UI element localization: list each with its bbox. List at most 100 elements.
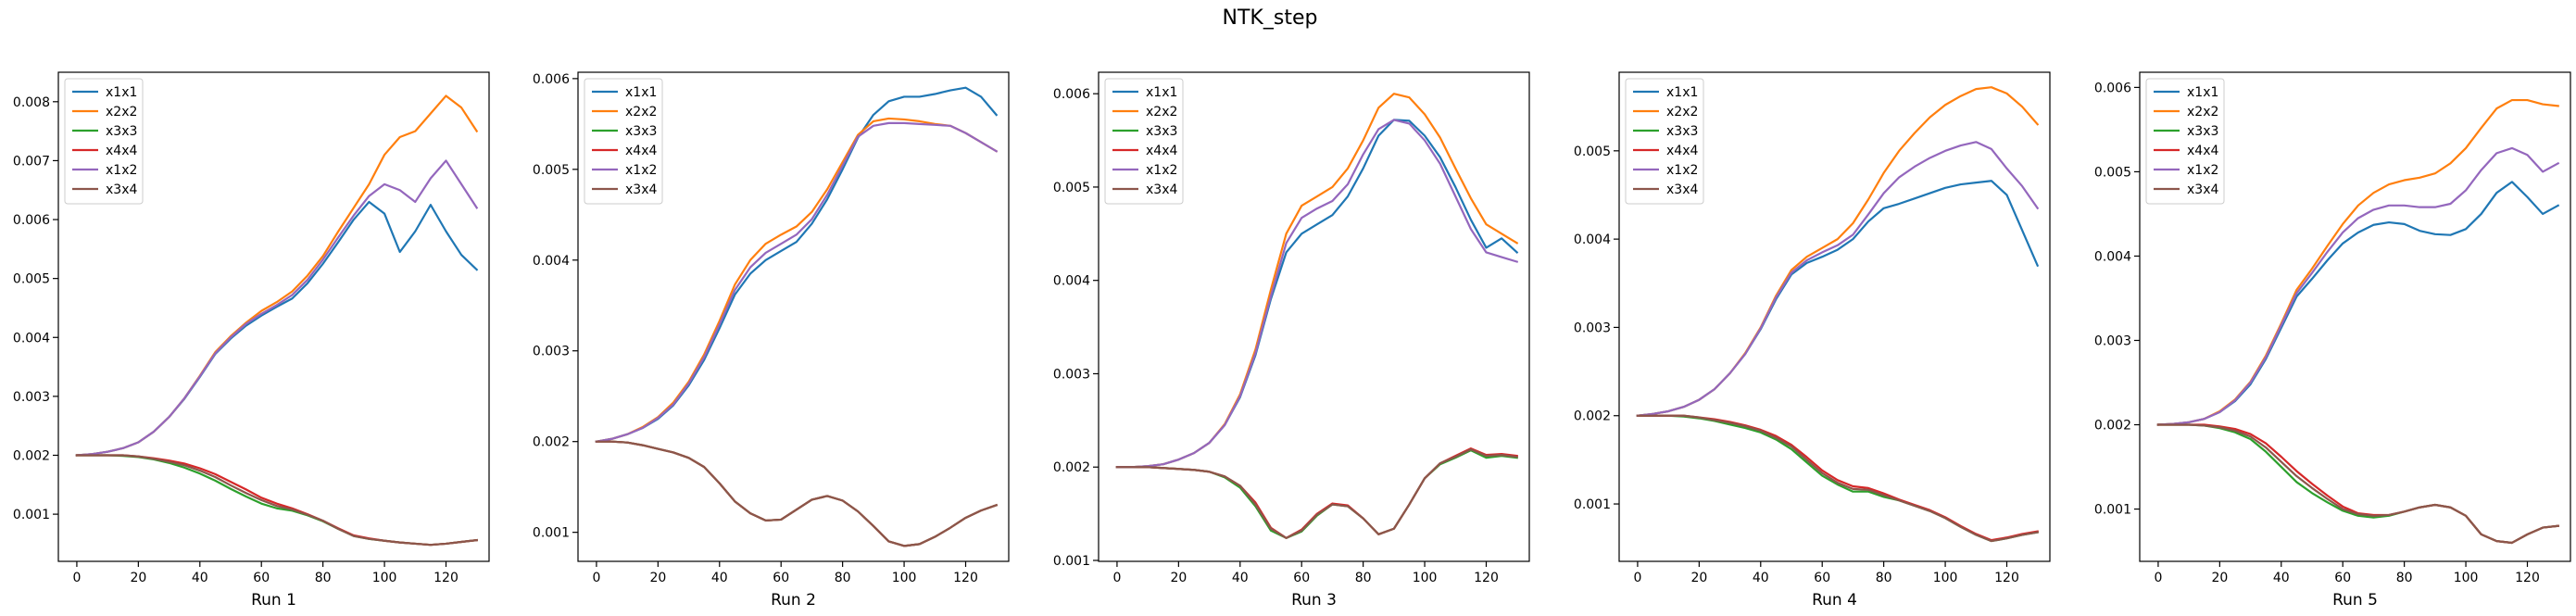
y-tick-label: 0.003 <box>533 345 570 359</box>
x-tick-label: 60 <box>1814 571 1830 585</box>
x-tick-label: 80 <box>1876 571 1892 585</box>
y-tick-label: 0.005 <box>2094 165 2131 180</box>
x-tick-label: 40 <box>1753 571 1769 585</box>
series-line-x3x4 <box>75 454 478 547</box>
legend: x1x1 x2x2 x3x3 x4x4 x1x2 x3x4 <box>64 78 144 205</box>
y-tick-label: 0.003 <box>1574 321 1611 335</box>
series-line-x1x2 <box>1636 141 2040 417</box>
series-line-x3x4 <box>595 440 999 547</box>
y-tick-label: 0.005 <box>1053 181 1090 195</box>
x-axis-label: Run 1 <box>251 591 296 610</box>
legend-label-x1x2: x1x2 <box>625 163 657 178</box>
x-tick-label: 120 <box>953 571 978 585</box>
legend-label-x4x4: x4x4 <box>625 144 657 158</box>
x-tick-label: 120 <box>434 571 459 585</box>
legend-label-x2x2: x2x2 <box>625 105 657 119</box>
x-tick-label: 0 <box>1112 571 1121 585</box>
x-axis-label: Run 2 <box>771 591 816 610</box>
legend-label-x2x2: x2x2 <box>106 105 137 119</box>
legend-label-x3x3: x3x3 <box>106 124 137 139</box>
legend-label-x1x1: x1x1 <box>1666 85 1698 100</box>
x-tick-label: 60 <box>1293 571 1310 585</box>
y-tick-label: 0.001 <box>2094 503 2131 518</box>
legend-label-x1x1: x1x1 <box>2187 85 2218 100</box>
legend-label-x3x4: x3x4 <box>1666 182 1698 197</box>
y-tick-label: 0.002 <box>533 435 570 450</box>
axes-frame <box>577 71 1010 562</box>
y-tick-label: 0.004 <box>1053 274 1090 289</box>
legend-box <box>64 78 144 205</box>
series-line-x3x4 <box>2156 423 2559 545</box>
legend-label-x1x1: x1x1 <box>1146 85 1177 100</box>
y-tick-label: 0.002 <box>1053 460 1090 475</box>
legend-box <box>584 78 663 205</box>
x-tick-label: 80 <box>835 571 851 585</box>
legend-label-x3x3: x3x3 <box>1146 124 1177 139</box>
y-tick-label: 0.005 <box>533 163 570 178</box>
x-tick-label: 80 <box>1355 571 1372 585</box>
x-axis-label: Run 5 <box>2332 591 2378 610</box>
x-tick-label: 120 <box>1474 571 1499 585</box>
y-tick-label: 0.002 <box>13 448 50 463</box>
y-tick-label: 0.001 <box>1574 497 1611 512</box>
legend-box <box>1104 78 1184 205</box>
y-tick-label: 0.001 <box>1053 554 1090 569</box>
legend-label-x1x2: x1x2 <box>1146 163 1177 178</box>
y-tick-label: 0.004 <box>13 331 50 346</box>
series-line-x1x2 <box>2156 146 2560 426</box>
y-tick-label: 0.007 <box>13 154 50 169</box>
y-tick-label: 0.006 <box>2094 81 2131 95</box>
legend-box <box>2145 78 2225 205</box>
y-tick-label: 0.006 <box>13 213 50 228</box>
legend-label-x1x1: x1x1 <box>625 85 657 100</box>
legend-label-x3x4: x3x4 <box>625 182 657 197</box>
axes-frame <box>57 71 490 562</box>
x-tick-label: 100 <box>2454 571 2479 585</box>
x-tick-label: 20 <box>1690 571 1707 585</box>
x-tick-label: 0 <box>2154 571 2162 585</box>
legend-label-x2x2: x2x2 <box>1146 105 1177 119</box>
x-tick-label: 20 <box>130 571 146 585</box>
series-line-x1x2 <box>595 121 999 443</box>
y-tick-label: 0.003 <box>1053 367 1090 382</box>
x-tick-label: 40 <box>1232 571 1249 585</box>
x-axis-label: Run 4 <box>1812 591 1857 610</box>
y-tick-label: 0.001 <box>533 526 570 541</box>
legend-label-x4x4: x4x4 <box>1146 144 1177 158</box>
legend-box <box>1625 78 1704 205</box>
legend-label-x1x2: x1x2 <box>2187 163 2218 178</box>
y-tick-label: 0.005 <box>13 272 50 287</box>
legend: x1x1 x2x2 x3x3 x4x4 x1x2 x3x4 <box>1104 78 1184 205</box>
x-tick-label: 0 <box>72 571 81 585</box>
subplot-run-2: 0 20 40 60 80 100 120 0.001 0.002 0.003 0.004 0.005… <box>533 71 1010 610</box>
y-tick-label: 0.004 <box>1574 233 1611 247</box>
x-tick-label: 0 <box>1633 571 1641 585</box>
x-tick-label: 80 <box>2396 571 2413 585</box>
legend-label-x2x2: x2x2 <box>2187 105 2218 119</box>
axes-frame <box>1098 71 1530 562</box>
x-tick-label: 40 <box>192 571 208 585</box>
y-tick-label: 0.005 <box>1574 145 1611 159</box>
figure-title: NTK_step <box>1223 6 1318 30</box>
x-tick-label: 120 <box>1994 571 2019 585</box>
legend-label-x1x2: x1x2 <box>1666 163 1698 178</box>
subplot-run-4: 0 20 40 60 80 100 120 0.001 0.002 0.003 0.004 0.005… <box>1574 71 2051 610</box>
x-tick-label: 60 <box>253 571 270 585</box>
x-tick-label: 60 <box>773 571 789 585</box>
axes-frame <box>2139 71 2571 562</box>
x-tick-label: 0 <box>592 571 600 585</box>
legend-label-x3x3: x3x3 <box>1666 124 1698 139</box>
y-tick-label: 0.003 <box>13 390 50 405</box>
x-tick-label: 20 <box>649 571 666 585</box>
legend-label-x1x1: x1x1 <box>106 85 137 100</box>
y-tick-label: 0.002 <box>1574 409 1611 424</box>
x-tick-label: 40 <box>711 571 728 585</box>
y-tick-label: 0.006 <box>533 72 570 87</box>
legend-label-x3x3: x3x3 <box>625 124 657 139</box>
x-tick-label: 100 <box>1413 571 1438 585</box>
subplot-run-3: 0 20 40 60 80 100 120 0.001 0.002 0.003 0.004 0.005… <box>1053 71 1530 610</box>
x-axis-label: Run 3 <box>1291 591 1337 610</box>
y-tick-label: 0.002 <box>2094 419 2131 434</box>
legend: x1x1 x2x2 x3x3 x4x4 x1x2 x3x4 <box>2145 78 2225 205</box>
